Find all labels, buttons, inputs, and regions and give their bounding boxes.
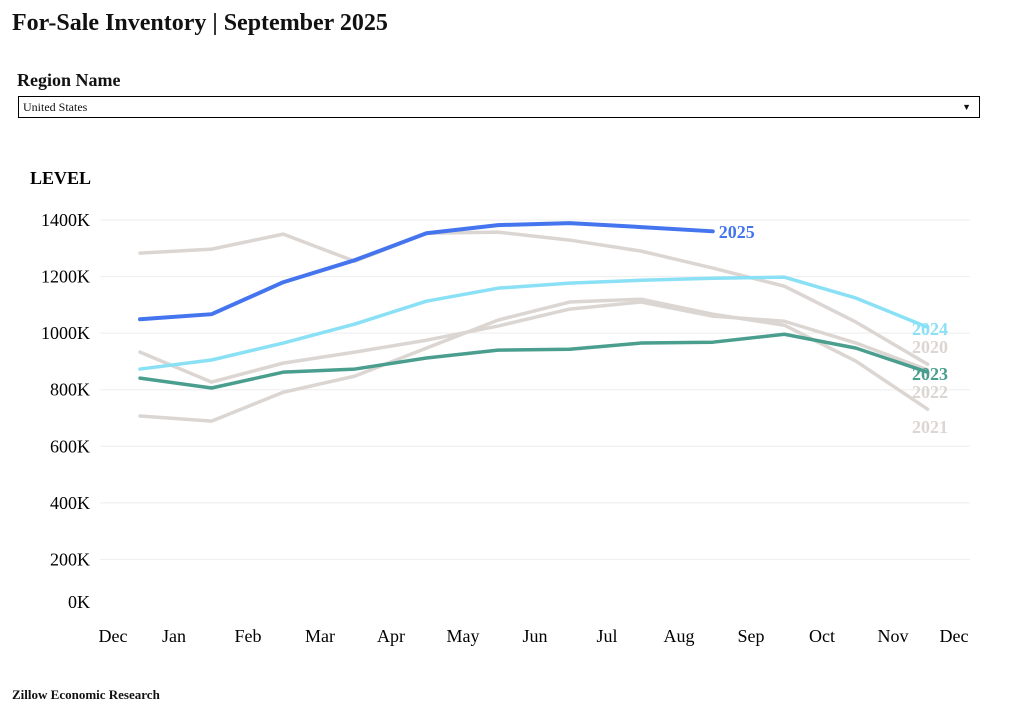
y-tick-label: 0K (68, 592, 90, 612)
y-axis-title: LEVEL (30, 168, 91, 188)
x-tick-label: Jul (596, 626, 617, 646)
region-select[interactable]: United States ▼ (18, 96, 980, 118)
y-tick-label: 600K (50, 436, 90, 456)
x-tick-label: Oct (809, 626, 835, 646)
x-tick-label: Dec (940, 626, 969, 646)
y-tick-label: 400K (50, 493, 90, 513)
footer-credit: Zillow Economic Research (12, 687, 160, 702)
x-tick-label: Jan (162, 626, 186, 646)
series-line-2021 (138, 297, 930, 423)
x-tick-label: Mar (305, 626, 335, 646)
y-tick-label: 200K (50, 549, 90, 569)
series-line-2022 (138, 300, 930, 384)
series-label-2025: 2025 (719, 222, 755, 242)
region-select-value: United States (23, 100, 88, 114)
x-tick-label: Dec (99, 626, 128, 646)
series-line-2023 (138, 332, 930, 390)
chevron-down-icon: ▼ (962, 102, 971, 112)
x-tick-label: Jun (522, 626, 547, 646)
x-tick-label: Nov (878, 626, 909, 646)
region-label: Region Name (17, 70, 121, 90)
line-chart: LEVEL 0K 200K 400K 600K 800K 1000K 1200K 1400K De… (30, 168, 970, 646)
y-tick-label: 1000K (41, 323, 90, 343)
series-line-2020 (138, 230, 930, 367)
series-line-2025 (138, 221, 715, 322)
series-label-2021: 2021 (912, 417, 948, 437)
series-label-2022: 2022 (912, 382, 948, 402)
y-tick-label: 1400K (41, 210, 90, 230)
x-tick-label: May (447, 626, 480, 646)
series-label-2023: 2023 (912, 364, 948, 384)
page-title: For-Sale Inventory | September 2025 (12, 10, 388, 36)
series-line-2024 (138, 275, 930, 371)
x-tick-label: Feb (235, 626, 262, 646)
series-label-2024: 2024 (912, 319, 948, 339)
y-tick-label: 800K (50, 380, 90, 400)
series-label-2020: 2020 (912, 337, 948, 357)
x-tick-label: Aug (664, 626, 695, 646)
x-tick-label: Apr (377, 626, 405, 646)
x-tick-label: Sep (738, 626, 765, 646)
y-tick-label: 1200K (41, 267, 90, 287)
